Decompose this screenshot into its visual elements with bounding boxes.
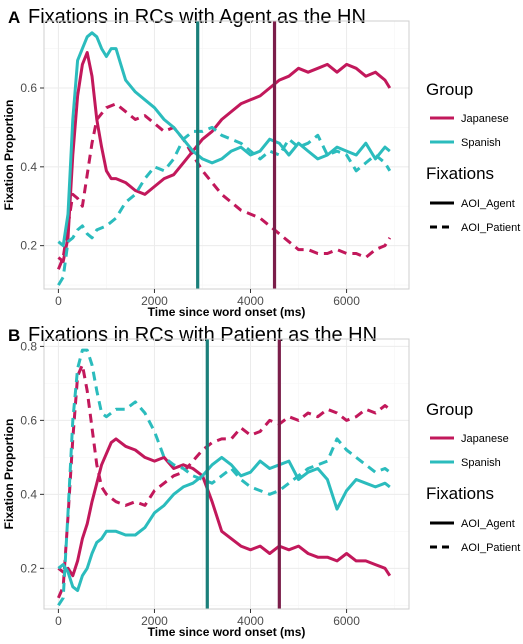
panel-title: Fixations in RCs with Agent as the HN <box>28 6 366 28</box>
legend-title-group: Group <box>426 400 473 419</box>
y-tick-label: 0.4 <box>20 160 37 174</box>
series-line-japanese-aoi-patient <box>57 102 392 270</box>
y-tick-label: 0.6 <box>20 413 37 427</box>
legend-label-aoi-agent: AOI_Agent <box>461 518 515 530</box>
legend-title-fixations: Fixations <box>426 484 494 503</box>
y-tick-label: 0.2 <box>20 561 37 575</box>
plot-border <box>43 20 410 290</box>
y-axis-title: Fixation Proportion <box>2 100 16 211</box>
panel-letter: A <box>8 8 20 27</box>
legend: Group Japanese Spanish Fixations AOI_Agent AO… <box>426 80 520 234</box>
legend-label-spanish: Spanish <box>461 457 501 469</box>
x-tick-label: 4000 <box>237 294 264 308</box>
panel-b: B Fixations in RCs with Patient as the HN… <box>2 324 520 639</box>
panel-letter: B <box>8 326 20 345</box>
y-axis-title: Fixation Proportion <box>2 419 16 530</box>
legend-label-aoi-patient: AOI_Patient <box>461 542 520 554</box>
series-line-spanish-aoi-agent <box>57 31 391 248</box>
legend-label-spanish: Spanish <box>461 137 501 149</box>
y-tick-label: 0.4 <box>20 487 37 501</box>
legend-label-aoi-agent: AOI_Agent <box>461 198 515 210</box>
legend-title-group: Group <box>426 80 473 99</box>
legend-label-japanese: Japanese <box>461 433 509 445</box>
legend-label-japanese: Japanese <box>461 113 509 125</box>
x-tick-label: 4000 <box>237 614 264 628</box>
x-tick-label: 2000 <box>141 614 168 628</box>
series-group <box>57 348 392 607</box>
series-line-japanese-aoi-patient <box>57 363 391 599</box>
legend-label-aoi-patient: AOI_Patient <box>461 222 520 234</box>
x-tick-label: 6000 <box>333 614 360 628</box>
series-line-spanish-aoi-agent <box>57 455 391 592</box>
x-tick-label: 6000 <box>333 294 360 308</box>
series-group <box>57 31 392 286</box>
x-axis-title: Time since word onset (ms) <box>148 625 306 639</box>
plot-border <box>43 338 410 610</box>
x-tick-label: 0 <box>55 614 62 628</box>
panel-title: Fixations in RCs with Patient as the HN <box>28 324 377 346</box>
y-tick-label: 0.6 <box>20 81 37 95</box>
x-tick-label: 0 <box>55 294 62 308</box>
series-line-japanese-aoi-agent <box>57 437 392 578</box>
panel-a: A Fixations in RCs with Agent as the HN 0 2… <box>2 6 520 319</box>
y-tick-label: 0.8 <box>20 339 37 353</box>
legend: Group Japanese Spanish Fixations AOI_Agent AO… <box>426 400 520 554</box>
x-axis-title: Time since word onset (ms) <box>148 305 306 319</box>
series-line-spanish-aoi-patient <box>57 125 392 286</box>
series-line-spanish-aoi-patient <box>57 348 391 607</box>
legend-title-fixations: Fixations <box>426 164 494 183</box>
y-tick-label: 0.2 <box>20 239 37 253</box>
x-tick-label: 2000 <box>141 294 168 308</box>
